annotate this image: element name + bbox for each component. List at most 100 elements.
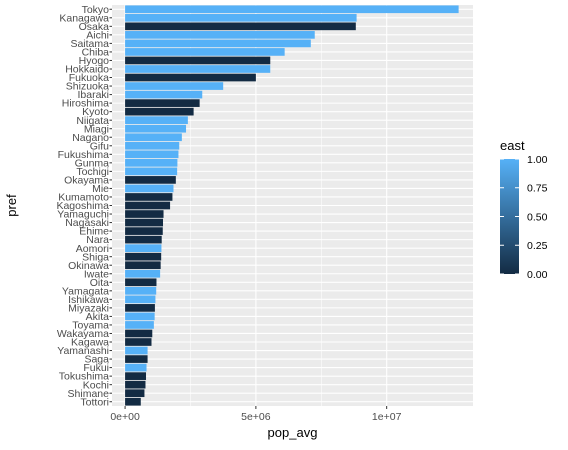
- y-tick-label: Niigata: [76, 115, 109, 127]
- x-tick-labels: 0e+00 5e+06 1e+07: [110, 406, 402, 423]
- bar-tochigi: [125, 167, 178, 176]
- bar-ishikawa: [125, 295, 156, 304]
- bar-miagi: [125, 124, 187, 133]
- bar-hokkaido: [125, 65, 271, 73]
- bar-kumamoto: [125, 193, 173, 201]
- y-tick-label: Kanagawa: [59, 12, 109, 24]
- y-tick-label: Nara: [86, 234, 109, 246]
- y-tick-label: Mie: [92, 183, 109, 195]
- y-tick-label: Shizuoka: [66, 81, 109, 93]
- bar-ibaraki: [125, 90, 203, 99]
- legend-tick-label: 0.25: [527, 240, 548, 252]
- legend-gradient-bar: [500, 159, 519, 274]
- bar-kagawa: [125, 338, 152, 346]
- y-tick-label: Yamanashi: [57, 345, 109, 357]
- legend-tick-label: 0.75: [527, 183, 548, 195]
- bar-iwate: [125, 269, 161, 278]
- bar-tottori: [125, 397, 141, 406]
- y-tick-label: Okinawa: [68, 260, 109, 272]
- bar-ehime: [125, 227, 163, 235]
- y-tick-label: Gifu: [90, 140, 109, 152]
- y-tick-label: Chiba: [82, 47, 110, 59]
- y-tick-label: Iwate: [84, 268, 109, 280]
- bar-okayama: [125, 176, 176, 184]
- y-tick-label: Kochi: [83, 379, 109, 391]
- bar-tokyo: [125, 5, 459, 14]
- y-tick-label: Aichi: [86, 29, 109, 41]
- y-tick-label: Tokyo: [82, 4, 110, 16]
- bar-nagasaki: [125, 218, 164, 227]
- y-tick-label: Saitama: [70, 38, 109, 50]
- bar-kochi: [125, 380, 146, 389]
- legend-tick-label: 0.00: [527, 269, 548, 281]
- y-tick-label: Nagano: [72, 132, 109, 144]
- y-tick-label: Kagawa: [71, 337, 109, 349]
- y-tick-label: Ishikawa: [68, 294, 109, 306]
- y-tick-label: Tochigi: [76, 166, 109, 178]
- bar-miyazaki: [125, 304, 155, 312]
- y-tick-label: Shiga: [82, 251, 109, 263]
- bar-yamanashi: [125, 346, 148, 355]
- y-tick-label: Yamagata: [62, 285, 109, 297]
- bar-gunma: [125, 159, 178, 167]
- bar-niigata: [125, 116, 188, 125]
- y-tick-label: Yamaguchi: [57, 209, 109, 221]
- y-tick-label: Shimane: [68, 388, 110, 400]
- bar-okinawa: [125, 261, 161, 270]
- bar-kyoto: [125, 107, 194, 116]
- legend-title: east: [500, 138, 525, 153]
- y-axis-title: pref: [4, 194, 19, 217]
- bar-mie: [125, 184, 174, 193]
- bar-tokushima: [125, 372, 147, 380]
- bar-nara: [125, 235, 162, 244]
- legend-ticks: 1.00 0.75 0.50 0.25 0.00: [500, 154, 548, 281]
- y-tick-label: Fukushima: [58, 149, 110, 161]
- y-tick-label: Ibaraki: [77, 89, 109, 101]
- bars: [125, 5, 459, 406]
- bar-akita: [125, 312, 155, 321]
- bar-saitama: [125, 39, 311, 48]
- y-tick-label: Osaka: [79, 21, 110, 33]
- bar-shimane: [125, 389, 145, 398]
- bar-aichi: [125, 31, 315, 39]
- y-tick-label: Hokkaido: [65, 64, 109, 76]
- legend-tick-label: 0.50: [527, 211, 548, 223]
- bar-fukuoka: [125, 73, 256, 82]
- bar-yamaguchi: [125, 210, 164, 218]
- x-axis-title: pop_avg: [268, 425, 318, 440]
- bar-wakayama: [125, 329, 153, 338]
- bar-nagano: [125, 133, 182, 142]
- y-tick-label: Kumamoto: [58, 192, 109, 204]
- y-tick-label: Kagoshima: [56, 200, 109, 212]
- y-tick-label: Aomori: [76, 243, 109, 255]
- y-tick-label: Gunma: [75, 157, 110, 169]
- bar-fukushima: [125, 150, 179, 159]
- y-tick-labels: TokyoKanagawaOsakaAichiSaitamaChibaHyogo…: [56, 4, 112, 408]
- y-tick-label: Akita: [86, 311, 110, 323]
- y-tick-label: Saga: [84, 354, 109, 366]
- bar-kanagawa: [125, 13, 357, 22]
- bar-shizuoka: [125, 82, 224, 90]
- bar-shiga: [125, 252, 162, 261]
- bar-chiba: [125, 48, 285, 56]
- bar-oita: [125, 278, 157, 287]
- bar-yamagata: [125, 286, 157, 295]
- legend-colorbar: east 1.00 0.75 0.50 0.25 0.00: [500, 138, 548, 281]
- y-tick-label: Wakayama: [57, 328, 109, 340]
- bar-hyogo: [125, 56, 271, 65]
- y-tick-label: Oita: [90, 277, 109, 289]
- y-tick-label: Nagasaki: [65, 217, 109, 229]
- x-tick-label: 1e+07: [372, 411, 402, 423]
- y-tick-label: Toyama: [72, 320, 109, 332]
- bar-saga: [125, 355, 148, 363]
- y-tick-label: Miagi: [84, 123, 109, 135]
- legend-tick-label: 1.00: [527, 154, 548, 166]
- bar-gifu: [125, 141, 180, 150]
- y-tick-label: Tokushima: [59, 371, 109, 383]
- bar-fukui: [125, 363, 147, 372]
- bar-hiroshima: [125, 99, 200, 107]
- y-tick-label: Miyazaki: [68, 302, 109, 314]
- y-tick-label: Okayama: [64, 175, 109, 187]
- y-tick-label: Fukui: [83, 362, 109, 374]
